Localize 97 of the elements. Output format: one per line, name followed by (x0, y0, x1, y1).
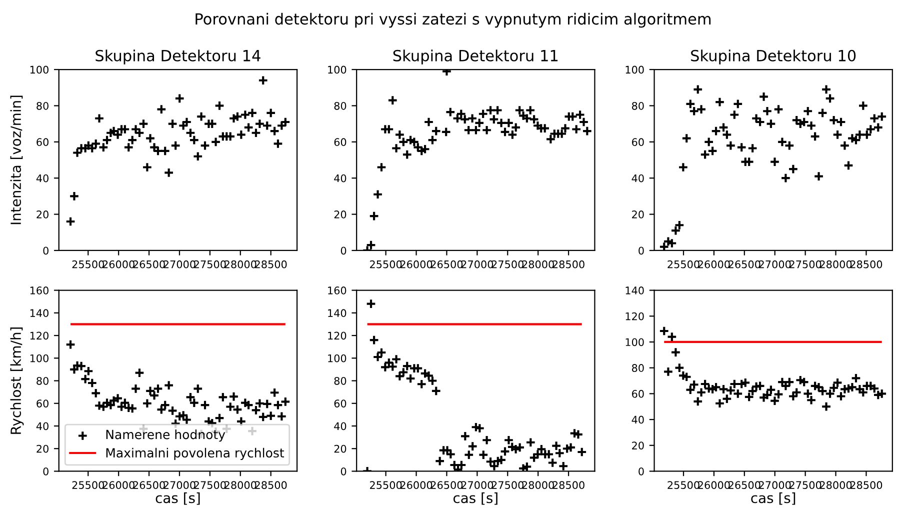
x-tick-label: 25500 (668, 481, 700, 490)
x-tick-label: 26000 (102, 481, 134, 490)
y-tick-label: 100 (30, 354, 48, 362)
chart-title: Skupina Detektoru 11 (393, 50, 558, 64)
x-tick-label: 28500 (552, 481, 584, 490)
x-tick-label: 25500 (72, 481, 104, 490)
x-tick-label: 28500 (255, 260, 287, 268)
y-tick-label: 60 (36, 400, 48, 408)
x-tick-label: 27000 (759, 481, 791, 490)
x-tick-label: 27500 (790, 260, 822, 268)
x-axis-title: cas [s] (751, 492, 796, 505)
y-tick-label: 120 (626, 312, 644, 320)
x-tick-label: 28500 (850, 260, 882, 268)
text: Porovnani detektoru pri vyssi zatezi s vypnutym ridicim algoritmem (196, 12, 711, 28)
x-tick-label: 28000 (522, 481, 554, 490)
x-tick-label: 25500 (370, 260, 402, 268)
x-tick-label: 28500 (552, 260, 584, 268)
x-tick-label: 28000 (820, 481, 852, 490)
y-tick-label: 0 (43, 467, 48, 476)
legend-label: Maximalni povolena rychlost (106, 448, 284, 460)
x-tick-label: 27500 (492, 481, 524, 490)
x-tick-label: 27000 (164, 481, 196, 490)
y-tick-label: 140 (30, 309, 48, 318)
y-tick-label: 40 (334, 422, 346, 430)
x-tick-label: 26000 (698, 481, 730, 490)
x-tick-label: 26500 (430, 260, 463, 268)
legend-label: Namerene hodnoty (106, 430, 226, 442)
x-tick-label: 27500 (194, 260, 226, 268)
y-tick-label: 20 (36, 444, 48, 453)
y-tick-label: 160 (328, 286, 346, 294)
y-tick-label: 120 (30, 332, 48, 340)
x-tick-label: 27000 (164, 260, 196, 268)
y-tick-label: 100 (30, 66, 48, 74)
x-tick-label: 26500 (728, 260, 760, 268)
y-tick-label: 40 (36, 422, 48, 430)
y-tick-label: 100 (626, 66, 644, 74)
x-tick-label: 27000 (461, 260, 494, 268)
y-tick-label: 0 (638, 467, 644, 476)
y-tick-label: 40 (36, 174, 48, 182)
x-tick-label: 25500 (370, 481, 402, 490)
y-tick-label: 20 (334, 210, 346, 218)
y-tick-label: 0 (340, 246, 346, 255)
y-tick-label: 80 (36, 102, 48, 110)
y-tick-label: 80 (334, 376, 346, 385)
y-tick-label: 80 (632, 102, 644, 110)
y-tick-label: 40 (334, 174, 346, 182)
x-tick-label: 27500 (790, 481, 822, 490)
x-tick-label: 28000 (224, 260, 256, 268)
y-tick-label: 80 (36, 376, 48, 385)
y-tick-label: 40 (632, 416, 644, 424)
x-tick-label: 26500 (133, 481, 165, 490)
y-tick-label: 60 (334, 400, 346, 408)
x-tick-label: 26000 (400, 260, 432, 268)
x-tick-label: 28000 (224, 481, 256, 490)
y-tick-label: 100 (328, 354, 346, 362)
y-axis-title: Rychlost [km/h] (10, 328, 24, 434)
y-tick-label: 160 (30, 286, 48, 294)
y-tick-label: 20 (632, 442, 644, 450)
y-tick-label: 0 (638, 246, 644, 255)
y-tick-label: 60 (36, 138, 48, 146)
x-tick-label: 26000 (698, 260, 730, 268)
y-tick-label: 20 (632, 210, 644, 218)
x-tick-label: 27500 (492, 260, 524, 268)
x-tick-label: 26000 (400, 481, 432, 490)
x-tick-label: 26500 (133, 260, 165, 268)
x-tick-label: 28000 (820, 260, 852, 268)
x-axis-title: cas [s] (453, 492, 498, 505)
x-tick-label: 25500 (668, 260, 700, 268)
y-tick-label: 60 (632, 390, 644, 398)
chart-title: Skupina Detektoru 14 (96, 50, 260, 64)
y-tick-label: 80 (632, 364, 644, 372)
x-tick-label: 27500 (194, 481, 226, 490)
y-tick-label: 100 (626, 338, 644, 346)
y-tick-label: 0 (43, 246, 48, 255)
x-tick-label: 25500 (72, 260, 104, 268)
y-tick-label: 60 (632, 138, 644, 146)
y-tick-label: 100 (328, 66, 346, 74)
y-tick-label: 60 (334, 138, 346, 146)
y-tick-label: 140 (328, 309, 346, 318)
x-tick-label: 26000 (102, 260, 134, 268)
x-tick-label: 26500 (728, 481, 760, 490)
x-tick-label: 26500 (430, 481, 463, 490)
y-axis-title: Intenzita [voz/min] (10, 96, 23, 224)
y-tick-label: 20 (36, 210, 48, 218)
x-tick-label: 28500 (255, 481, 287, 490)
y-tick-label: 0 (340, 467, 346, 476)
y-tick-label: 120 (328, 332, 346, 340)
y-tick-label: 20 (334, 444, 346, 453)
y-tick-label: 80 (334, 102, 346, 110)
x-tick-label: 28500 (850, 481, 882, 490)
chart-title: Skupina Detektoru 10 (691, 50, 856, 64)
x-tick-label: 27000 (759, 260, 791, 268)
x-axis-title: cas [s] (156, 492, 200, 505)
x-tick-label: 28000 (522, 260, 554, 268)
x-tick-label: 27000 (461, 481, 494, 490)
y-tick-label: 40 (632, 174, 644, 182)
y-tick-label: 140 (626, 286, 644, 294)
